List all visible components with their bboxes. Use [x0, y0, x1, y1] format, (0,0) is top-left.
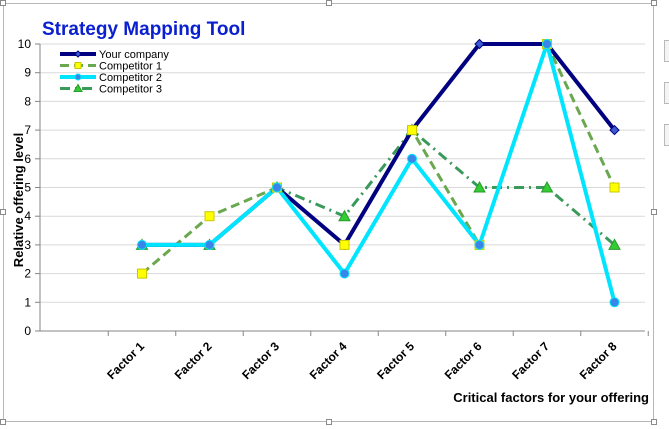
data-point [608, 238, 621, 250]
y-tick-label: 0 [24, 324, 31, 338]
data-point [338, 209, 351, 222]
data-point [540, 180, 554, 193]
legend-marker [74, 62, 82, 69]
resize-handle-top-right[interactable] [651, 0, 657, 6]
y-tick-label: 1 [24, 295, 31, 309]
data-point [474, 239, 485, 250]
chart-filters-button[interactable] [664, 124, 669, 146]
x-tick-label: Factor 8 [577, 339, 620, 382]
x-tick-label: Factor 2 [172, 339, 215, 382]
y-tick-label: 8 [24, 94, 31, 108]
y-tick-label: 7 [24, 123, 31, 137]
data-point [272, 182, 282, 193]
y-tick-label: 10 [18, 37, 32, 51]
x-tick-label: Factor 5 [374, 339, 417, 382]
resize-handle-top-middle[interactable] [326, 0, 332, 6]
legend-label: Your company [99, 49, 169, 61]
resize-handle-middle-left[interactable] [0, 209, 6, 215]
y-tick-label: 4 [24, 209, 31, 223]
x-tick-label: Factor 4 [307, 339, 350, 382]
chart-elements-button[interactable] [664, 40, 669, 62]
data-point [609, 182, 620, 193]
x-tick-label: Factor 3 [239, 339, 282, 382]
legend-label: Competitor 2 [99, 72, 162, 84]
y-tick-label: 3 [24, 238, 31, 252]
legend-label: Competitor 3 [99, 84, 162, 96]
y-tick-label: 9 [24, 66, 31, 80]
y-tick-label: 6 [24, 152, 31, 166]
data-markers [135, 38, 621, 308]
resize-handle-bottom-middle[interactable] [326, 419, 332, 425]
data-point [542, 39, 552, 49]
data-point [474, 38, 485, 50]
data-point [204, 239, 215, 250]
data-point [137, 239, 147, 250]
data-point [473, 180, 486, 193]
x-tick-label: Factor 1 [104, 339, 147, 382]
data-point [339, 268, 350, 279]
data-point [609, 297, 620, 308]
y-tick-label: 5 [24, 181, 31, 195]
data-point [137, 268, 147, 279]
resize-handle-top-left[interactable] [0, 0, 6, 6]
series-lines [141, 42, 617, 303]
y-axis-title: Relative offering level [11, 133, 26, 267]
legend-marker [74, 73, 82, 81]
x-axis-title: Critical factors for your offering [453, 390, 649, 405]
y-tick-label: 2 [24, 267, 31, 281]
resize-handle-middle-right[interactable] [651, 209, 657, 215]
resize-handle-bottom-left[interactable] [0, 419, 6, 425]
legend-marker [73, 83, 83, 92]
series-line-3[interactable] [142, 42, 617, 303]
legend-marker [74, 50, 82, 58]
resize-handle-bottom-right[interactable] [651, 419, 657, 425]
data-point [407, 153, 417, 164]
x-tick-label: Factor 6 [442, 339, 485, 382]
chart-title: Strategy Mapping Tool [42, 19, 245, 40]
legend-label: Competitor 1 [99, 61, 162, 73]
x-tick-label: Factor 7 [509, 339, 552, 382]
chart-styles-button[interactable] [664, 82, 669, 104]
data-point [407, 125, 417, 136]
data-point [204, 211, 215, 222]
data-point [339, 239, 350, 250]
data-point [609, 124, 620, 136]
